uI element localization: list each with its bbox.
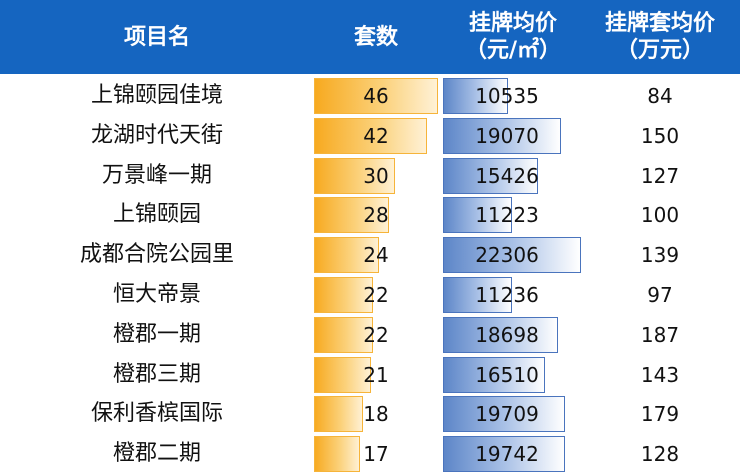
table-row: 万景峰一期 30 15426 127 [0,156,740,196]
price-bar [443,316,559,353]
header-name: 项目名 [0,0,314,74]
header-price-unit: （元/㎡） [464,38,562,63]
count-bar [314,78,438,114]
price-value: 16510 [475,362,539,387]
table-row: 橙郡一期 22 18698 187 [0,315,740,355]
price-bar [443,277,513,313]
header-price: 挂牌均价 （元/㎡） [443,0,583,74]
table-row: 恒大帝景 22 11236 97 [0,275,740,315]
avg-price-value: 127 [640,163,680,188]
table-row: 成都合院公园里 24 22306 139 [0,235,740,275]
header-avg-label: 挂牌套均价 [604,11,715,36]
avg-price-value: 150 [640,123,680,148]
header-count-label: 套数 [353,24,398,50]
price-bar [443,436,565,473]
price-value: 15426 [475,163,539,188]
table-row: 橙郡二期 17 19742 128 [0,434,740,474]
table-row: 上锦颐园 28 11223 100 [0,195,740,235]
price-value: 22306 [475,243,539,268]
header-count: 套数 [314,0,438,74]
avg-price-value: 179 [640,402,680,427]
count-value: 22 [363,283,389,307]
count-bar [314,277,374,313]
count-bar [314,237,379,274]
price-bar [443,197,513,234]
project-name: 上锦颐园佳境 [90,83,223,108]
avg-price-value: 143 [640,362,680,387]
project-name: 橙郡二期 [112,441,201,467]
price-bar [443,396,565,433]
price-bar [443,117,561,154]
avg-price-value: 128 [640,442,680,467]
price-value: 11236 [475,283,539,307]
price-bar [443,237,581,274]
count-bar [314,436,360,473]
table-header: 项目名 套数 挂牌均价 （元/㎡） 挂牌套均价 （万元） [0,0,740,74]
project-name: 上锦颐园 [112,202,201,228]
table-row: 保利香槟国际 18 19709 179 [0,394,740,434]
price-value: 10535 [475,84,539,108]
table-row: 龙湖时代天街 42 19070 150 [0,116,740,156]
avg-price-value: 97 [647,283,673,307]
project-name: 橙郡三期 [112,361,201,387]
count-value: 46 [363,84,389,108]
project-name: 万景峰一期 [101,162,212,188]
avg-price-value: 84 [647,84,673,108]
count-value: 18 [363,402,389,427]
price-value: 19709 [475,402,539,427]
count-value: 42 [363,123,389,148]
avg-price-value: 187 [640,322,680,347]
header-name-label: 项目名 [123,24,190,50]
project-name: 龙湖时代天街 [90,122,223,148]
price-value: 18698 [475,322,539,347]
project-name: 恒大帝景 [112,282,201,307]
count-value: 21 [363,362,389,387]
count-bar [314,356,371,393]
count-value: 30 [363,163,389,188]
count-value: 28 [363,203,389,228]
project-name: 橙郡一期 [112,321,201,347]
header-avg: 挂牌套均价 （万元） [590,0,730,74]
project-name: 保利香槟国际 [90,401,223,427]
count-value: 17 [363,442,389,467]
count-bar [314,117,428,154]
header-price-label: 挂牌均价 [468,11,557,36]
avg-price-value: 100 [640,203,680,228]
header-avg-unit: （万元） [615,38,704,63]
count-bar [314,157,395,194]
price-bar [443,356,545,393]
price-value: 19742 [475,442,539,467]
price-bar [443,78,508,114]
count-bar [314,197,390,234]
price-value: 19070 [475,123,539,148]
price-value: 11223 [475,203,539,228]
count-value: 24 [363,243,389,268]
count-bar [314,396,363,433]
price-bar [443,157,539,194]
count-bar [314,316,374,353]
table-row: 橙郡三期 21 16510 143 [0,355,740,395]
project-name: 成都合院公园里 [79,242,234,268]
count-value: 22 [363,322,389,347]
table-row: 上锦颐园佳境 46 10535 84 [0,76,740,116]
avg-price-value: 139 [640,243,680,268]
